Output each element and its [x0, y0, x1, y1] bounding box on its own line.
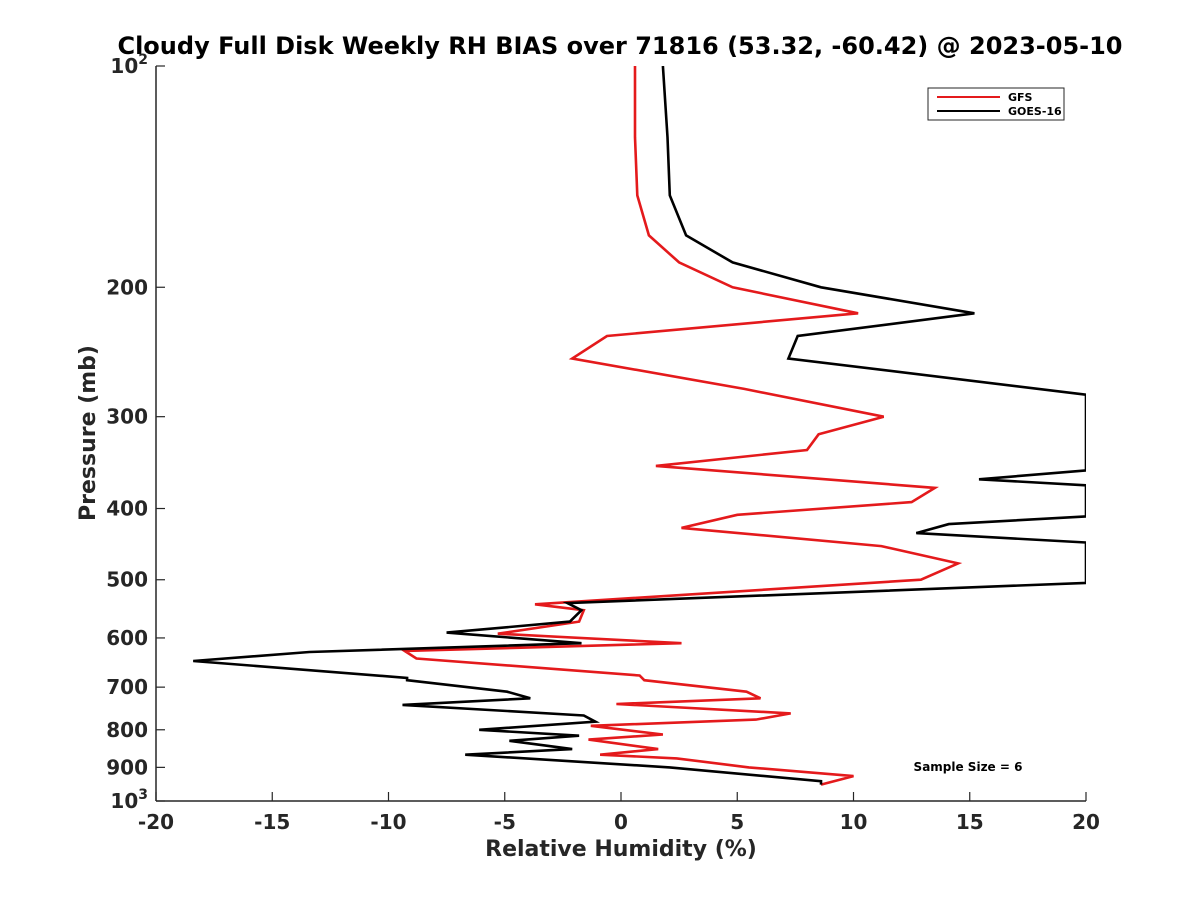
x-tick-label: -15 — [254, 810, 290, 834]
sample-size-annotation: Sample Size = 6 — [914, 760, 1023, 774]
chart-title: Cloudy Full Disk Weekly RH BIAS over 718… — [117, 32, 1122, 60]
y-tick-label: 400 — [106, 497, 148, 521]
x-tick-label: 5 — [730, 810, 744, 834]
legend-box — [927, 87, 1065, 121]
legend: GFS GOES-16 — [927, 87, 1065, 121]
plot-area — [193, 66, 1086, 786]
x-axis-label: Relative Humidity (%) — [485, 837, 757, 862]
x-tick-label: 15 — [956, 810, 984, 834]
x-tick-label: -5 — [494, 810, 516, 834]
x-tick-label: 10 — [840, 810, 868, 834]
x-axis-ticks: -20 -15 -10 -5 0 5 10 15 20 — [138, 792, 1100, 834]
x-tick-label: 0 — [614, 810, 628, 834]
legend-label-gfs: GFS — [1008, 91, 1033, 104]
y-tick-label: 103 — [110, 787, 148, 813]
series-line-gfs — [400, 66, 963, 786]
y-axis-label: Pressure (mb) — [76, 345, 101, 521]
y-tick-label: 800 — [106, 718, 148, 742]
legend-label-goes16: GOES-16 — [1008, 105, 1062, 118]
y-axis-ticks: 102 200 300 400 500 600 700 800 900 103 — [106, 52, 165, 813]
x-tick-label: 20 — [1072, 810, 1100, 834]
y-tick-label: 900 — [106, 755, 148, 779]
series-line-goes16 — [193, 66, 1086, 785]
y-tick-label: 600 — [106, 626, 148, 650]
x-tick-label: -10 — [370, 810, 406, 834]
x-tick-label: -20 — [138, 810, 174, 834]
y-tick-label: 300 — [106, 405, 148, 429]
y-tick-label: 700 — [106, 675, 148, 699]
y-tick-label: 200 — [106, 275, 148, 299]
y-tick-label: 102 — [110, 52, 148, 78]
y-tick-label: 500 — [106, 568, 148, 592]
